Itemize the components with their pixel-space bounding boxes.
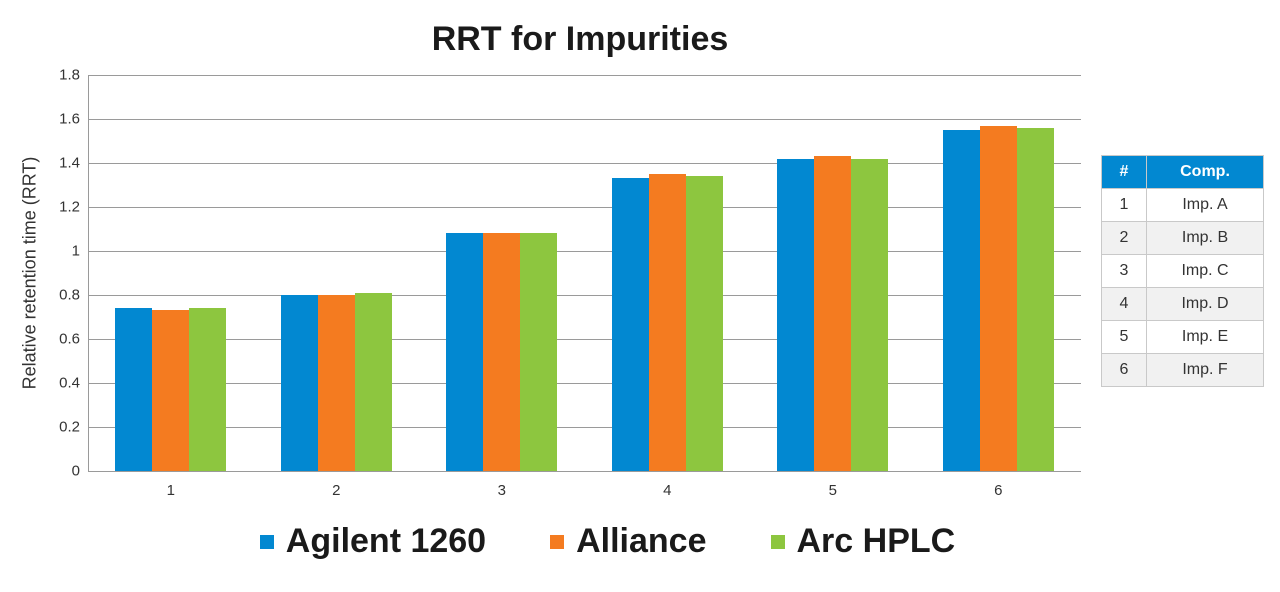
y-tick-label: 0.8: [59, 286, 80, 304]
y-tick-label: 0.6: [59, 330, 80, 348]
table-row: 6 Imp. F: [1101, 353, 1264, 387]
table-row: 3 Imp. C: [1101, 254, 1264, 288]
table-row: 1 Imp. A: [1101, 188, 1264, 222]
y-tick-label: 1: [71, 242, 80, 260]
x-tick-label: 2: [332, 482, 341, 499]
table-cell-compound: Imp. D: [1146, 287, 1264, 321]
plot-area: [88, 75, 1081, 472]
legend-swatch-icon: [550, 534, 565, 549]
table-cell-compound: Imp. E: [1146, 320, 1264, 354]
gridline: [88, 75, 1081, 76]
legend-item: Arc HPLC: [770, 522, 956, 561]
y-axis-line: [88, 75, 89, 472]
gridline: [88, 295, 1081, 296]
table-cell-compound: Imp. A: [1146, 188, 1264, 222]
legend: Agilent 1260 Alliance Arc HPLC: [0, 522, 1215, 561]
table-cell-number: 4: [1101, 287, 1147, 321]
x-tick-label: 6: [994, 482, 1003, 499]
bar-arc-hplc-3: [520, 233, 558, 471]
bar-alliance-1: [152, 310, 190, 471]
x-tick-label: 4: [663, 482, 672, 499]
bar-agilent-1260-6: [942, 130, 980, 471]
legend-swatch-icon: [259, 534, 274, 549]
bar-agilent-1260-1: [115, 308, 153, 471]
bar-arc-hplc-1: [189, 308, 227, 471]
gridline: [88, 251, 1081, 252]
x-tick-label: 5: [828, 482, 837, 499]
legend-label: Alliance: [576, 522, 707, 560]
compound-reference-table: # Comp. 1 Imp. A 2 Imp. B 3 Imp. C 4 Imp. D …: [1101, 155, 1264, 387]
legend-item: Agilent 1260: [259, 522, 487, 561]
table-cell-number: 5: [1101, 320, 1147, 354]
legend-label: Arc HPLC: [796, 522, 956, 560]
table-header-row: # Comp.: [1101, 155, 1264, 189]
table-row: 2 Imp. B: [1101, 221, 1264, 255]
table-cell-compound: Imp. B: [1146, 221, 1264, 255]
x-tick-label: 3: [497, 482, 506, 499]
table-row: 4 Imp. D: [1101, 287, 1264, 321]
y-axis-label: Relative retention time (RRT): [19, 156, 40, 390]
gridline: [88, 471, 1081, 472]
y-tick-label: 1.8: [59, 66, 80, 84]
table-cell-number: 2: [1101, 221, 1147, 255]
y-tick-label: 0.4: [59, 374, 80, 392]
table-header-number: #: [1101, 155, 1147, 189]
table-cell-number: 6: [1101, 353, 1147, 387]
bar-agilent-1260-4: [611, 178, 649, 471]
legend-label: Agilent 1260: [285, 522, 487, 560]
table-cell-compound: Imp. C: [1146, 254, 1264, 288]
legend-item: Alliance: [550, 522, 707, 561]
bar-alliance-3: [483, 233, 521, 471]
bar-arc-hplc-4: [685, 176, 723, 471]
y-tick-label: 1.4: [59, 154, 80, 172]
bar-alliance-2: [317, 295, 355, 471]
legend-swatch-icon: [770, 534, 785, 549]
gridline: [88, 163, 1081, 164]
bar-agilent-1260-5: [777, 158, 815, 471]
table-cell-number: 3: [1101, 254, 1147, 288]
gridline: [88, 427, 1081, 428]
y-tick-label: 1.6: [59, 110, 80, 128]
bar-arc-hplc-5: [851, 158, 889, 471]
bar-arc-hplc-6: [1016, 127, 1054, 471]
chart-title: RRT for Impurities: [431, 20, 729, 58]
gridline: [88, 207, 1081, 208]
bar-alliance-4: [648, 174, 686, 471]
bar-agilent-1260-3: [446, 233, 484, 471]
y-tick-label: 1.2: [59, 198, 80, 216]
table-header-compound: Comp.: [1146, 155, 1264, 189]
bar-arc-hplc-2: [354, 292, 392, 471]
gridline: [88, 383, 1081, 384]
bar-alliance-5: [814, 156, 852, 471]
y-tick-label: 0: [71, 462, 80, 480]
y-tick-label: 0.2: [59, 418, 80, 436]
table-cell-compound: Imp. F: [1146, 353, 1264, 387]
gridline: [88, 339, 1081, 340]
table-cell-number: 1: [1101, 188, 1147, 222]
bar-alliance-6: [979, 125, 1017, 471]
gridline: [88, 119, 1081, 120]
x-tick-label: 1: [166, 482, 175, 499]
table-row: 5 Imp. E: [1101, 320, 1264, 354]
bar-agilent-1260-2: [280, 295, 318, 471]
